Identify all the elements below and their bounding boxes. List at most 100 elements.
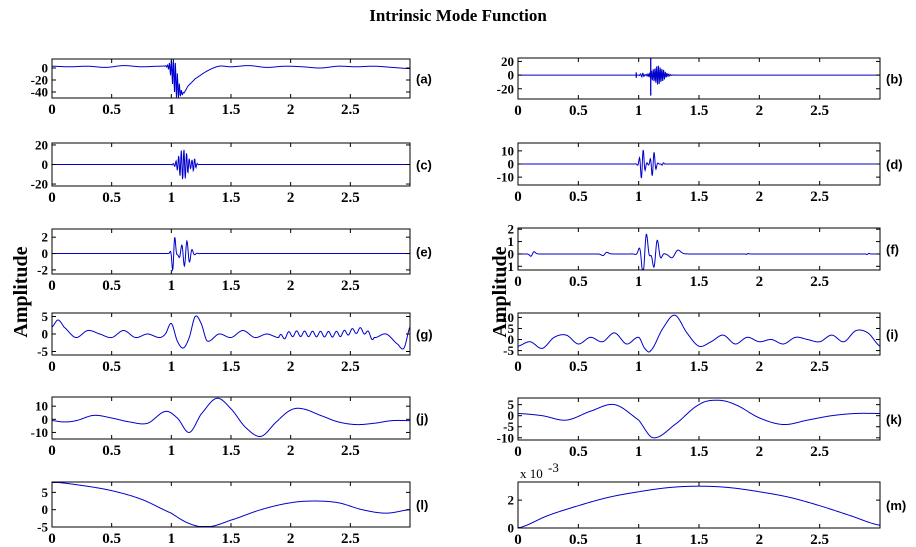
x-tick-label: 2.5 [810, 444, 829, 460]
x-tick-label: 0.5 [569, 189, 588, 205]
y-tick-label: 0 [42, 61, 49, 76]
panel-tag: (k) [886, 412, 902, 427]
x-tick-label: 1.5 [222, 102, 241, 118]
imf-panel-k: 0 0.5 1 1.5 2 2.550-5-10(k) [497, 397, 902, 460]
x-tick-label: 0.5 [102, 531, 121, 547]
imf-signal-line [52, 482, 411, 527]
x-tick-label: 2.5 [341, 531, 360, 547]
x-tick-label: 2.5 [341, 278, 360, 294]
y-tick-label: 0 [42, 157, 49, 172]
imf-signal-line [51, 315, 411, 350]
y-tick-label: 0 [42, 246, 49, 261]
panel-tag: (i) [886, 327, 898, 342]
x-tick-label: 1.5 [222, 443, 241, 459]
imf-signal-line [518, 149, 880, 179]
panel-tag: (m) [886, 498, 906, 513]
imf-panel-g: 0 0.5 1 1.5 2 2.550-5(g) [37, 309, 432, 375]
panel-tag: (a) [416, 72, 432, 87]
x-tick-label: 1 [635, 274, 643, 290]
imf-signal-line [517, 314, 881, 353]
x-tick-label: 1 [168, 443, 176, 459]
x-tick-label: 0 [48, 359, 56, 375]
x-tick-label: 1 [168, 190, 176, 206]
x-tick-label: 2 [756, 532, 764, 547]
x-tick-label: 1.5 [222, 531, 241, 547]
x-tick-label: 0 [514, 444, 522, 460]
y-tick-label: -40 [31, 85, 48, 100]
y-tick-label: 0 [42, 327, 49, 342]
x-tick-label: 0.5 [102, 359, 121, 375]
y-tick-label: 5 [42, 309, 49, 324]
y-tick-label: 10 [501, 143, 514, 158]
y-tick-label: 0 [42, 502, 49, 517]
x-tick-label: 1 [635, 103, 643, 119]
imf-panel-e: 0 0.5 1 1.5 2 2.520-2(e) [37, 228, 432, 294]
x-tick-label: 0 [514, 103, 522, 119]
x-tick-label: 2 [287, 531, 295, 547]
axes-frame [51, 228, 411, 275]
x-tick-label: 2.5 [341, 443, 360, 459]
x-tick-label: 1.5 [222, 190, 241, 206]
x-tick-label: 1 [635, 532, 643, 547]
x-tick-label: 0 [48, 443, 56, 459]
y-tick-label: -5 [503, 343, 514, 358]
imf-signal-line [518, 65, 880, 85]
x-tick-label: 2.5 [341, 359, 360, 375]
imf-signal-line [518, 485, 881, 528]
x-tick-label: 2 [287, 102, 295, 118]
imf-panel-m: 0 0.5 1 1.5 2 2.5 2 0 (m) x 10 -3 [508, 460, 907, 547]
y-tick-label: -10 [497, 170, 514, 185]
y-tick-label: -20 [31, 73, 48, 88]
y-tick-label: 0 [508, 332, 515, 347]
y-tick-label: 0 [508, 68, 515, 83]
x-tick-label: 0.5 [569, 532, 588, 547]
panel-tag: (d) [886, 157, 903, 172]
x-tick-label: 2.5 [810, 189, 829, 205]
panel-tag: (l) [416, 498, 428, 513]
x-tick-label: 2 [287, 359, 295, 375]
panel-tag: (g) [416, 327, 433, 342]
imf-signal-line [518, 233, 880, 270]
axes-frame [517, 57, 881, 100]
axes-frame [517, 227, 881, 271]
figure-title: Intrinsic Mode Function [369, 6, 547, 25]
y-tick-label: -1 [503, 259, 514, 274]
y-scale-factor-label: x 10 [520, 466, 543, 481]
x-tick-label: 0 [514, 274, 522, 290]
x-tick-label: 0.5 [102, 443, 121, 459]
x-tick-label: 0.5 [569, 103, 588, 119]
y-tick-label: -10 [31, 425, 48, 440]
x-tick-label: 0 [48, 531, 56, 547]
imf-signal-line [52, 237, 410, 272]
y-tick-label: -5 [503, 419, 514, 434]
imf-signal-line [51, 59, 411, 98]
y-tick-label: 10 [35, 399, 48, 414]
x-tick-label: 0 [48, 102, 56, 118]
x-tick-label: 1.5 [690, 189, 709, 205]
x-tick-label: 0 [514, 189, 522, 205]
x-tick-label: 0 [514, 532, 522, 547]
y-tick-label: 0 [508, 246, 515, 261]
x-tick-label: 2 [287, 278, 295, 294]
imf-signal-line [52, 149, 410, 180]
x-tick-label: 1.5 [690, 359, 709, 375]
x-tick-label: 1 [635, 359, 643, 375]
x-tick-label: 2.5 [810, 532, 829, 547]
axes-frame [517, 481, 881, 529]
y-tick-label: 5 [42, 485, 49, 500]
x-tick-label: 0 [48, 278, 56, 294]
x-tick-label: 0.5 [569, 444, 588, 460]
x-tick-label: 0 [514, 359, 522, 375]
y-tick-label: -2 [37, 262, 48, 277]
y-tick-label: 0 [508, 521, 515, 536]
y-tick-label: 1 [508, 234, 515, 249]
x-tick-label: 2.5 [341, 102, 360, 118]
y-tick-label: 2 [42, 230, 49, 245]
panel-tag: (b) [886, 72, 903, 87]
axes-frame [51, 58, 411, 99]
y-tick-label: 10 [501, 310, 514, 325]
x-tick-label: 1 [635, 189, 643, 205]
y-tick-label: 2 [508, 493, 515, 508]
